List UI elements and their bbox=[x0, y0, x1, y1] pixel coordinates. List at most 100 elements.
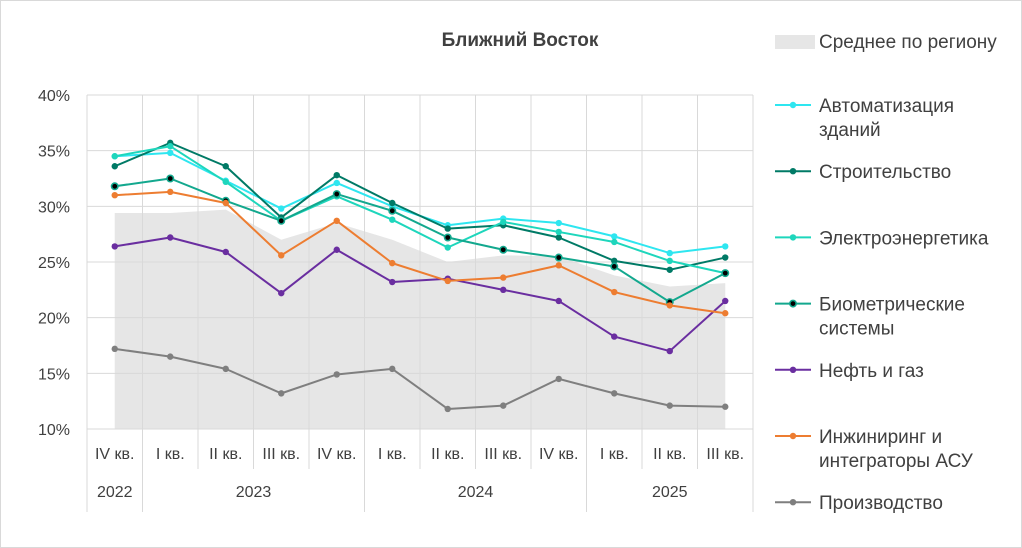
data-point bbox=[278, 252, 285, 259]
data-point bbox=[611, 390, 618, 397]
data-point bbox=[554, 253, 563, 262]
legend-label: Производство bbox=[819, 493, 943, 514]
data-point bbox=[721, 269, 730, 278]
y-axis: 10% 15% 20% 25% 30% 35% 40% bbox=[38, 88, 70, 439]
data-point bbox=[444, 225, 451, 232]
legend-marker bbox=[789, 234, 797, 241]
data-point bbox=[722, 254, 729, 261]
series-line bbox=[114, 145, 726, 275]
data-point bbox=[722, 403, 729, 410]
series-line bbox=[114, 141, 726, 271]
data-point bbox=[110, 182, 119, 191]
legend-marker bbox=[789, 432, 797, 440]
data-point bbox=[167, 149, 174, 157]
data-point bbox=[278, 390, 285, 397]
data-point bbox=[666, 402, 673, 409]
data-point bbox=[444, 244, 451, 251]
legend-entry: Производство bbox=[775, 493, 943, 514]
x-tick-label: I кв. bbox=[156, 446, 185, 463]
legend-entry: Автоматизация зданий bbox=[775, 96, 954, 141]
series-layer bbox=[110, 139, 730, 413]
data-point bbox=[277, 216, 286, 225]
data-point bbox=[111, 153, 118, 160]
data-point bbox=[722, 297, 729, 305]
data-point bbox=[611, 233, 618, 240]
data-point bbox=[222, 248, 229, 256]
data-point bbox=[389, 259, 396, 267]
series-line bbox=[114, 347, 726, 410]
data-point bbox=[333, 171, 340, 179]
year-label: 2025 bbox=[652, 484, 688, 501]
data-point bbox=[166, 174, 175, 183]
series-производство bbox=[111, 345, 729, 413]
data-point bbox=[611, 257, 618, 265]
legend-marker bbox=[789, 366, 797, 373]
data-point bbox=[666, 257, 673, 265]
data-point bbox=[610, 262, 619, 271]
data-point bbox=[222, 178, 229, 186]
data-point bbox=[332, 190, 341, 199]
data-point bbox=[500, 218, 507, 226]
x-tick-label: I кв. bbox=[378, 446, 407, 463]
legend-entry: Инжиниринг и интеграторы АСУ bbox=[775, 427, 974, 472]
data-point bbox=[111, 163, 118, 170]
data-point bbox=[666, 302, 673, 309]
data-point bbox=[611, 288, 618, 296]
data-point bbox=[167, 188, 174, 196]
x-tick-label: II кв. bbox=[653, 446, 686, 463]
data-point bbox=[333, 246, 340, 253]
legend-label: Нефть и газ bbox=[819, 361, 924, 382]
x-tick-label: IV кв. bbox=[317, 446, 357, 463]
data-point bbox=[222, 163, 229, 170]
data-point bbox=[666, 249, 673, 257]
x-tick-label: IV кв. bbox=[539, 446, 579, 463]
legend-entry: Электроэнергетика bbox=[775, 228, 989, 249]
data-point bbox=[722, 310, 729, 317]
y-tick-label: 35% bbox=[38, 144, 70, 161]
data-point bbox=[388, 206, 397, 215]
x-tick-label: III кв. bbox=[262, 446, 300, 463]
data-point bbox=[167, 143, 174, 150]
legend-entry: Нефть и газ bbox=[775, 361, 924, 382]
year-label: 2022 bbox=[97, 484, 133, 501]
data-point bbox=[555, 219, 562, 227]
x-tick-label: IV кв. bbox=[95, 446, 135, 463]
data-point bbox=[722, 243, 729, 250]
data-point bbox=[555, 297, 562, 305]
data-point bbox=[333, 179, 340, 187]
x-axis: IV кв. I кв. II кв. III кв. IV кв. I кв. II кв… bbox=[86, 429, 754, 512]
legend-label: Инжиниринг и интеграторы АСУ bbox=[819, 427, 974, 472]
data-point bbox=[666, 266, 673, 273]
data-point bbox=[167, 353, 174, 360]
data-point bbox=[111, 345, 118, 353]
legend-label: Среднее по региону bbox=[819, 32, 997, 53]
data-point bbox=[611, 333, 618, 340]
series-биометрические-системы bbox=[110, 174, 730, 307]
year-label: 2024 bbox=[458, 484, 494, 501]
x-tick-label: I кв. bbox=[600, 446, 629, 463]
data-point bbox=[278, 289, 285, 297]
legend: Среднее по региону Автоматизация зданий Стр… bbox=[775, 32, 997, 514]
legend-entry: Среднее по региону bbox=[775, 32, 997, 53]
data-point bbox=[666, 347, 673, 355]
legend-label: Электроэнергетика bbox=[819, 228, 989, 249]
data-point bbox=[555, 262, 562, 269]
data-point bbox=[111, 243, 118, 250]
chart-title: Ближний Восток bbox=[442, 30, 599, 51]
data-point bbox=[333, 371, 340, 378]
x-tick-label: II кв. bbox=[431, 446, 464, 463]
legend-swatch bbox=[775, 35, 815, 49]
data-point bbox=[500, 274, 507, 281]
data-point bbox=[167, 234, 174, 241]
series-line bbox=[114, 190, 726, 315]
data-point bbox=[555, 234, 562, 241]
x-tick-label: III кв. bbox=[706, 446, 744, 463]
data-point bbox=[499, 245, 508, 254]
legend-label: Биометрические системы bbox=[819, 295, 965, 340]
data-point bbox=[389, 216, 396, 223]
y-tick-label: 30% bbox=[38, 199, 70, 216]
legend-marker bbox=[788, 299, 797, 308]
data-point bbox=[389, 278, 396, 286]
data-point bbox=[444, 405, 451, 413]
